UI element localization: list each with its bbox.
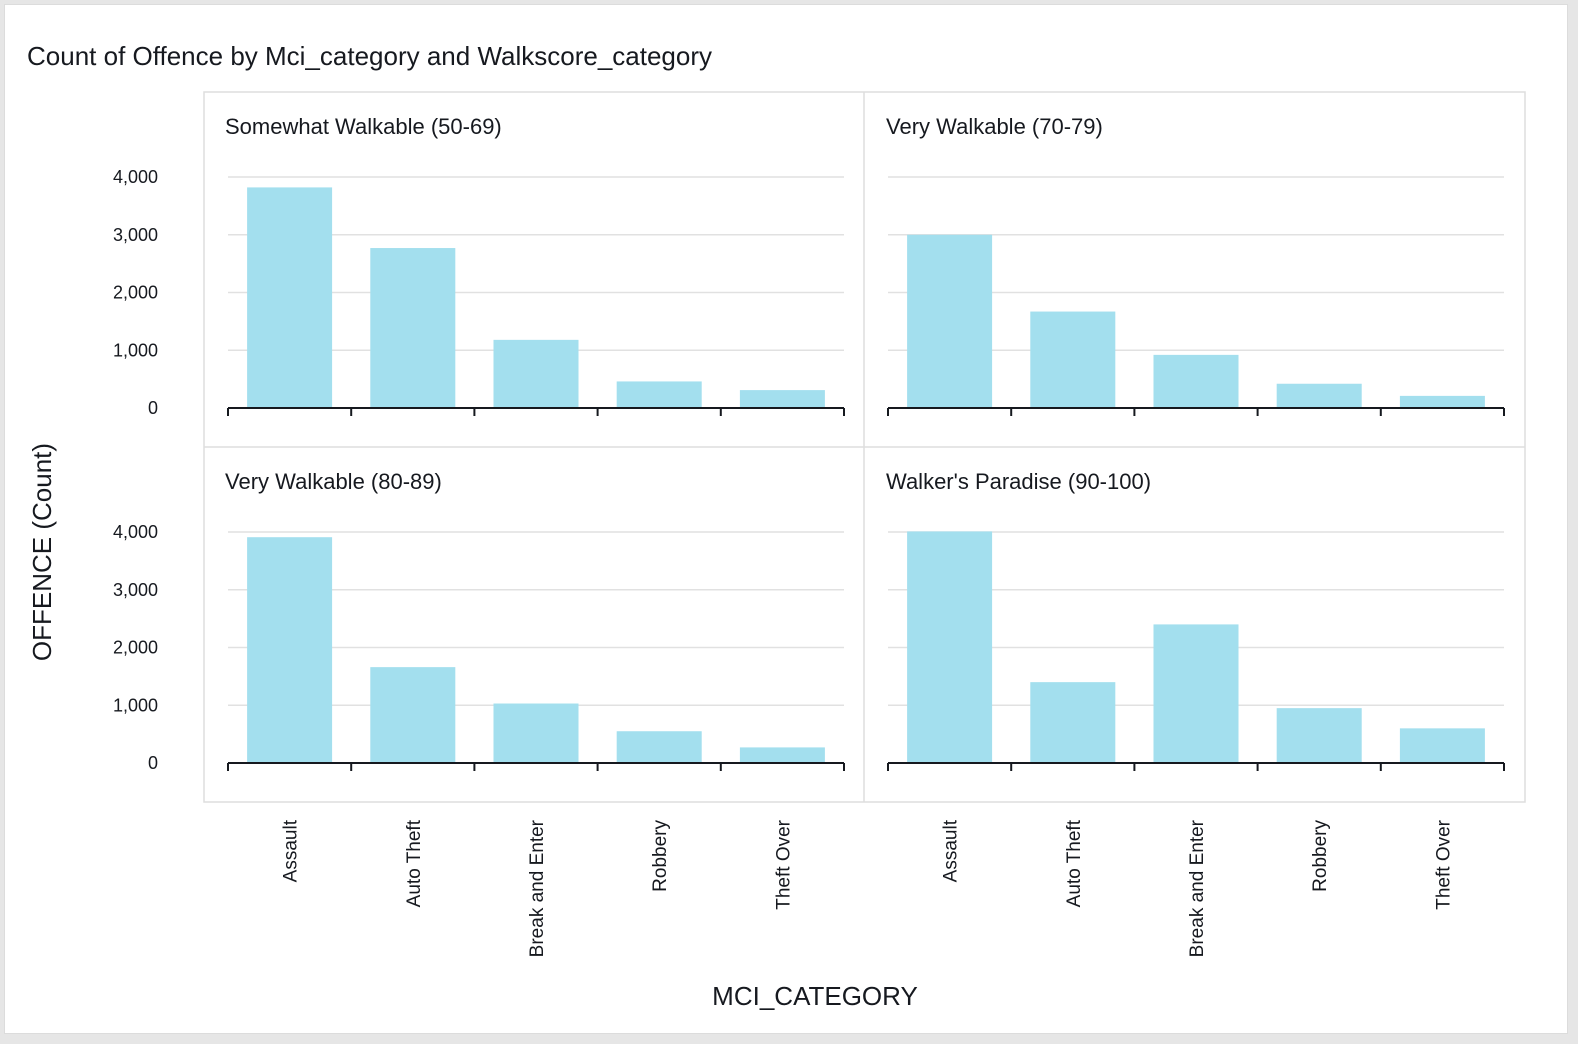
bar-assault: [907, 531, 993, 763]
bar-break-and-enter: [493, 703, 579, 763]
x-tick-label: Assault: [941, 819, 962, 882]
y-tick-label: 0: [148, 398, 158, 418]
x-tick-label: Robbery: [1310, 820, 1331, 892]
bar-break-and-enter: [1153, 354, 1239, 408]
x-tick-label: Auto Theft: [1064, 819, 1085, 907]
bar-theft-over: [1399, 728, 1485, 763]
bar-break-and-enter: [493, 339, 579, 408]
y-tick-label: 2,000: [113, 638, 158, 658]
panel-title: Very Walkable (70-79): [886, 114, 1103, 139]
x-tick-label: Theft Over: [773, 819, 794, 909]
y-tick-label: 2,000: [113, 283, 158, 303]
y-axis-title: OFFENCE (Count): [27, 443, 57, 661]
chart-card: Count of Offence by Mci_category and Wal…: [4, 4, 1568, 1034]
bar-robbery: [616, 381, 702, 408]
x-tick-label: Break and Enter: [527, 819, 548, 957]
bar-auto-theft: [370, 667, 456, 763]
panel-title: Somewhat Walkable (50-69): [225, 114, 502, 139]
bar-assault: [247, 537, 333, 763]
x-tick-label: Theft Over: [1433, 819, 1454, 909]
y-tick-label: 1,000: [113, 340, 158, 360]
x-tick-label: Break and Enter: [1187, 819, 1208, 957]
bar-robbery: [1276, 383, 1362, 408]
bar-assault: [247, 187, 333, 408]
bar-assault: [907, 234, 993, 408]
bar-robbery: [616, 731, 702, 763]
y-tick-label: 4,000: [113, 167, 158, 187]
x-tick-label: Auto Theft: [404, 819, 425, 907]
y-tick-label: 0: [148, 753, 158, 773]
bar-auto-theft: [1030, 682, 1116, 763]
bar-auto-theft: [1030, 311, 1116, 408]
y-tick-label: 3,000: [113, 225, 158, 245]
x-axis-title: MCI_CATEGORY: [712, 981, 918, 1011]
bar-robbery: [1276, 708, 1362, 763]
bar-theft-over: [1399, 395, 1485, 408]
chart-title: Count of Offence by Mci_category and Wal…: [27, 41, 713, 71]
bar-auto-theft: [370, 248, 456, 408]
y-tick-label: 4,000: [113, 522, 158, 542]
bar-theft-over: [739, 390, 825, 408]
bar-break-and-enter: [1153, 624, 1239, 763]
x-tick-label: Robbery: [650, 820, 671, 892]
y-tick-label: 1,000: [113, 695, 158, 715]
x-tick-label: Assault: [281, 819, 302, 882]
panel-title: Walker's Paradise (90-100): [886, 469, 1151, 494]
bar-theft-over: [739, 747, 825, 763]
y-tick-label: 3,000: [113, 580, 158, 600]
panel-title: Very Walkable (80-89): [225, 469, 442, 494]
